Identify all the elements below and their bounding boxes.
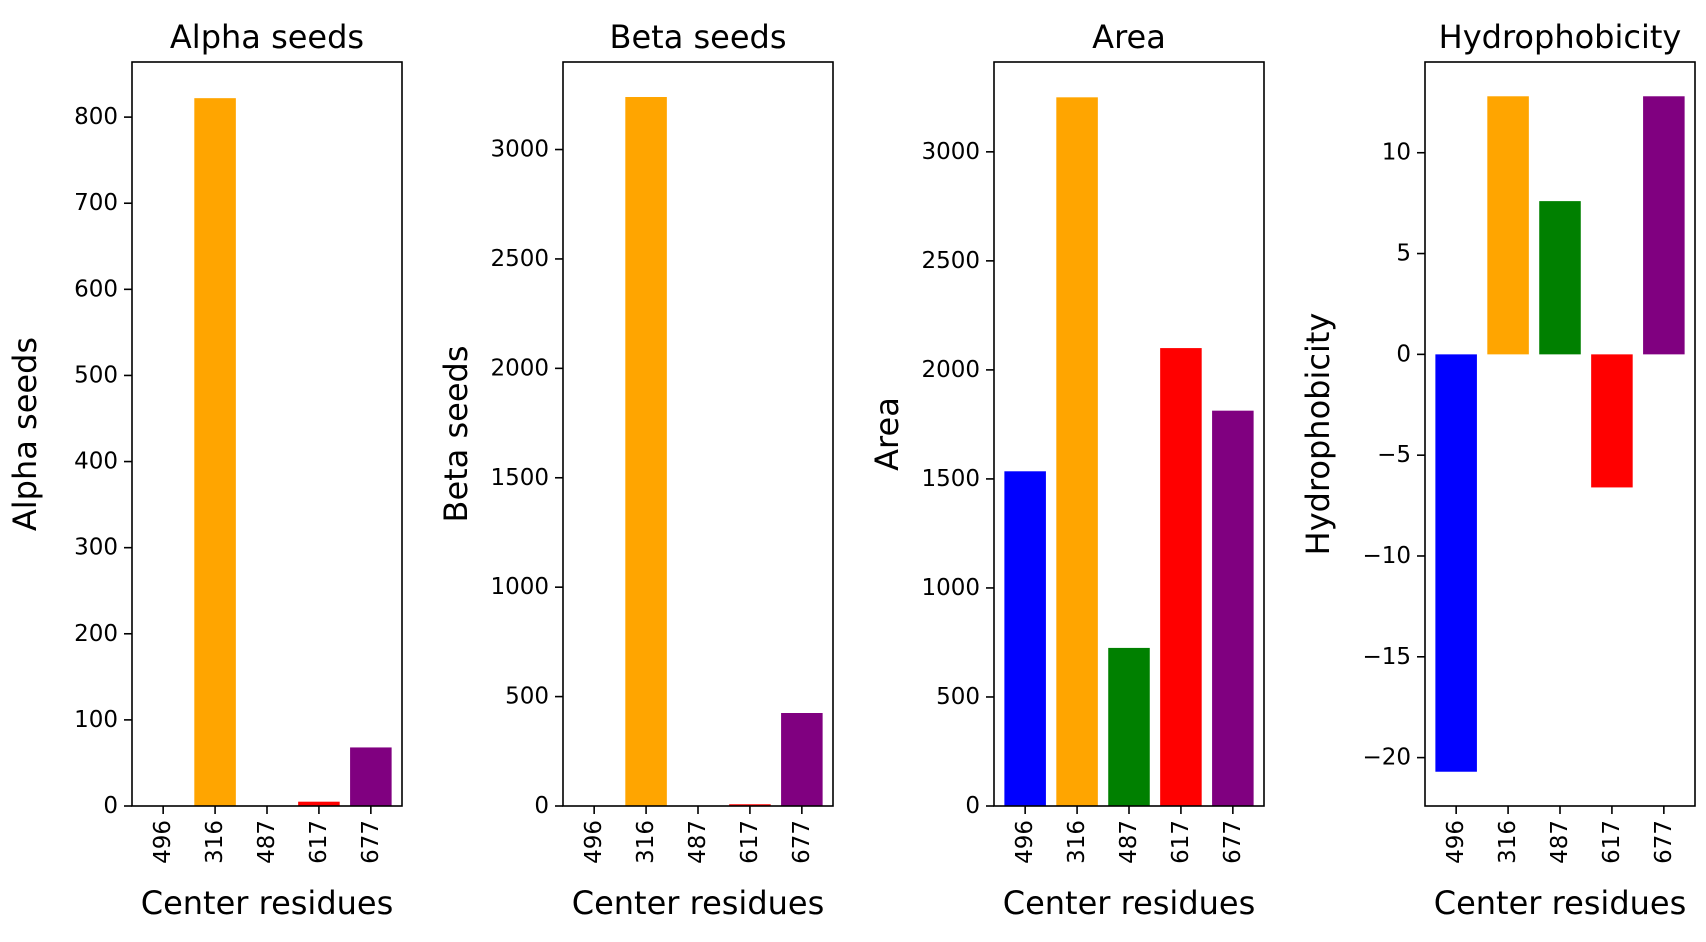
y-tick-label: 0 <box>965 793 980 819</box>
y-tick-label: −15 <box>1362 644 1411 670</box>
y-axis-label: Alpha seeds <box>6 337 44 531</box>
x-axis-label: Center residues <box>572 884 825 922</box>
y-axis-label: Area <box>868 397 906 471</box>
bar-677 <box>1212 410 1254 806</box>
y-tick-label: 0 <box>103 793 118 819</box>
y-tick-label: 5 <box>1396 241 1411 267</box>
x-tick-label: 487 <box>1547 820 1573 864</box>
panel-title: Alpha seeds <box>170 18 364 56</box>
chart-panel-1: 0 100 200 300 400 500 600 700 800 496 316 487 617 677… <box>6 18 403 922</box>
chart-panel-4: −20 −15 −10 −5 0 5 10 496 316 487 617 677 Hydrophobi… <box>1299 18 1696 922</box>
bar-617 <box>1591 354 1633 488</box>
chart-panel-2: 0 500 1000 1500 2000 2500 3000 496 316 487 617 677 B… <box>437 18 834 922</box>
y-axis-label: Beta seeds <box>437 346 475 523</box>
y-tick-label: 100 <box>74 707 118 733</box>
y-tick-label: 400 <box>74 449 118 475</box>
x-tick-label: 487 <box>254 820 280 864</box>
panel-title: Hydrophobicity <box>1439 18 1682 56</box>
x-tick-label: 617 <box>1599 820 1625 864</box>
y-tick-label: 2500 <box>490 246 549 272</box>
x-tick-label: 487 <box>1116 820 1142 864</box>
y-tick-label: 1000 <box>490 574 549 600</box>
bar-496 <box>1004 471 1046 806</box>
y-tick-label: 3000 <box>921 139 980 165</box>
y-tick-label: 3000 <box>490 137 549 163</box>
x-tick-label: 316 <box>1495 820 1521 864</box>
y-tick-label: 0 <box>534 793 549 819</box>
y-tick-label: 500 <box>74 362 118 388</box>
x-tick-label: 617 <box>737 820 763 864</box>
y-tick-label: 10 <box>1382 140 1411 166</box>
x-tick-label: 677 <box>358 820 384 864</box>
x-tick-label: 677 <box>1651 820 1677 864</box>
bar-316 <box>1056 97 1098 806</box>
y-tick-label: 1500 <box>490 465 549 491</box>
x-tick-label: 496 <box>1443 820 1469 864</box>
bar-316 <box>1487 96 1529 355</box>
plot-frame <box>131 61 403 807</box>
y-tick-label: 0 <box>1396 341 1411 367</box>
panel-title: Beta seeds <box>610 18 787 56</box>
x-tick-label: 316 <box>202 820 228 864</box>
x-tick-label: 496 <box>150 820 176 864</box>
bar-677 <box>1643 96 1685 355</box>
y-tick-label: 1000 <box>921 575 980 601</box>
x-tick-label: 617 <box>306 820 332 864</box>
x-tick-label: 496 <box>581 820 607 864</box>
y-tick-label: 200 <box>74 621 118 647</box>
y-tick-label: 500 <box>936 684 980 710</box>
y-tick-label: −5 <box>1377 442 1411 468</box>
y-tick-label: 800 <box>74 104 118 130</box>
y-tick-label: 700 <box>74 190 118 216</box>
x-tick-label: 316 <box>1064 820 1090 864</box>
bar-316 <box>625 97 667 806</box>
y-axis-label: Hydrophobicity <box>1299 313 1337 556</box>
bar-487 <box>1539 201 1581 355</box>
x-tick-label: 487 <box>685 820 711 864</box>
y-tick-label: 600 <box>74 276 118 302</box>
y-tick-label: 2000 <box>921 357 980 383</box>
bar-617 <box>1160 348 1202 806</box>
x-tick-label: 316 <box>633 820 659 864</box>
x-tick-label: 496 <box>1012 820 1038 864</box>
y-tick-label: 1500 <box>921 466 980 492</box>
x-axis-label: Center residues <box>1434 884 1687 922</box>
bar-677 <box>350 747 392 806</box>
bar-617 <box>298 801 340 806</box>
bar-487 <box>1108 647 1150 806</box>
y-tick-label: 2500 <box>921 248 980 274</box>
x-tick-label: 677 <box>789 820 815 864</box>
x-tick-label: 617 <box>1168 820 1194 864</box>
y-tick-label: 2000 <box>490 355 549 381</box>
bar-677 <box>781 713 823 806</box>
chart-panel-3: 0 500 1000 1500 2000 2500 3000 496 316 487 617 677 A… <box>868 18 1265 922</box>
bar-617 <box>729 804 771 806</box>
bar-496 <box>1435 354 1477 772</box>
x-axis-label: Center residues <box>141 884 394 922</box>
y-tick-label: 300 <box>74 535 118 561</box>
y-tick-label: 500 <box>505 684 549 710</box>
plot-frame <box>562 61 834 807</box>
y-tick-label: −20 <box>1362 745 1411 771</box>
panel-title: Area <box>1092 18 1166 56</box>
x-tick-label: 677 <box>1220 820 1246 864</box>
x-axis-label: Center residues <box>1003 884 1256 922</box>
bar-316 <box>194 98 236 807</box>
y-tick-label: −10 <box>1362 543 1411 569</box>
